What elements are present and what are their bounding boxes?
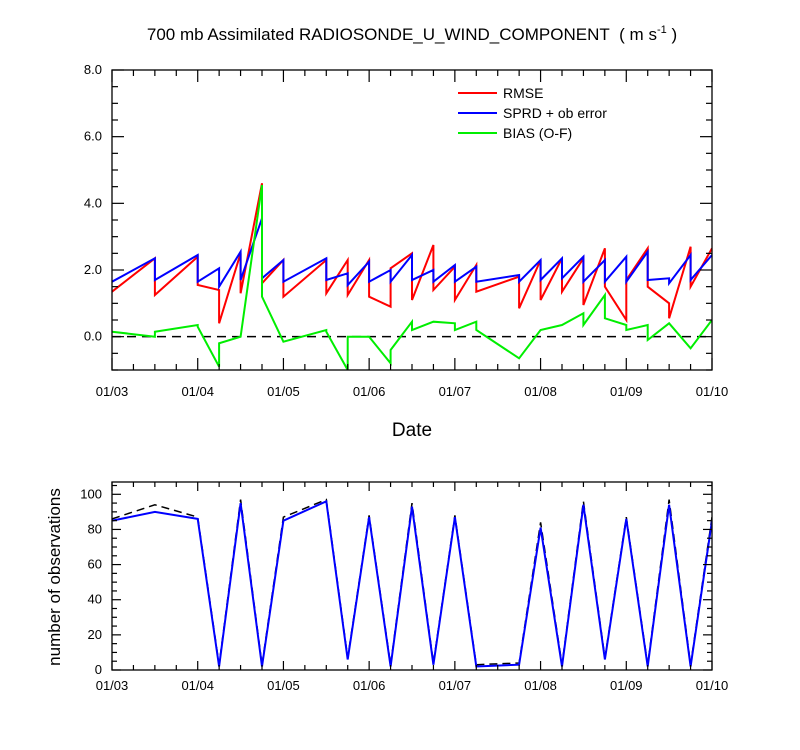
y-tick-label: 60	[88, 557, 102, 572]
x-tick-label: 01/09	[610, 384, 643, 399]
bottom-ticks-group: 01/03 01/04 01/05 01/06 01/07 01/08 01/09 01/10…	[80, 482, 728, 693]
y-tick-label: 100	[80, 486, 102, 501]
x-tick-label: 01/06	[353, 678, 386, 693]
legend-label-bias: BIAS (O-F)	[503, 125, 572, 141]
x-tick-label: 01/08	[524, 678, 557, 693]
chart-title-units-exp: -1	[657, 24, 667, 36]
y-tick-label: 80	[88, 521, 102, 536]
y-tick-label: 20	[88, 627, 102, 642]
x-tick-label: 01/05	[267, 678, 300, 693]
chart-title-main: 700 mb Assimilated RADIOSONDE_U_WIND_COM…	[147, 25, 610, 44]
y-tick-label: 6.0	[84, 129, 102, 144]
chart-title-units-close: )	[667, 25, 677, 44]
chart-title-units: ( m s	[619, 25, 657, 44]
y-tick-label: 8.0	[84, 62, 102, 77]
bottom-series-line-possible-observations	[112, 498, 712, 666]
y-tick-label: 0	[95, 662, 102, 677]
x-tick-label: 01/03	[96, 384, 129, 399]
x-tick-label: 01/05	[267, 384, 300, 399]
top-series-line-sprd-ob-error	[112, 217, 712, 291]
legend-label-sprd: SPRD + ob error	[503, 105, 607, 121]
top-series-group	[112, 183, 712, 370]
legend-label-rmse: RMSE	[503, 85, 543, 101]
top-series-line-bias-o-f	[112, 184, 712, 370]
x-tick-label: 01/09	[610, 678, 643, 693]
y-tick-label: 2.0	[84, 262, 102, 277]
bottom-panel: 01/03 01/04 01/05 01/06 01/07 01/08 01/09 01/10…	[45, 481, 728, 693]
x-tick-label: 01/06	[353, 384, 386, 399]
x-tick-label: 01/07	[439, 384, 472, 399]
x-tick-label: 01/10	[696, 678, 729, 693]
top-series-line-rmse	[112, 183, 712, 324]
y-tick-label: 4.0	[84, 195, 102, 210]
x-tick-label: 01/03	[96, 678, 129, 693]
legend: RMSE SPRD + ob error BIAS (O-F)	[458, 85, 607, 141]
x-tick-label: 01/08	[524, 384, 557, 399]
y-axis-label: number of observations	[45, 488, 64, 666]
x-tick-label: 01/07	[439, 678, 472, 693]
x-tick-label: 01/10	[696, 384, 729, 399]
x-axis-label: Date	[392, 420, 432, 441]
x-tick-label: 01/04	[181, 678, 214, 693]
top-panel: 01/03 01/04 01/05 01/06 01/07 01/08 01/09 01/10…	[84, 62, 728, 441]
y-tick-label: 40	[88, 592, 102, 607]
chart-title: 700 mb Assimilated RADIOSONDE_U_WIND_COM…	[147, 24, 677, 44]
bottom-series-group	[112, 498, 712, 668]
x-tick-label: 01/04	[181, 384, 214, 399]
y-tick-label: 0.0	[84, 329, 102, 344]
top-ticks-group: 01/03 01/04 01/05 01/06 01/07 01/08 01/09 01/10…	[84, 62, 728, 399]
bottom-series-line-assimilated-observations	[112, 499, 712, 668]
